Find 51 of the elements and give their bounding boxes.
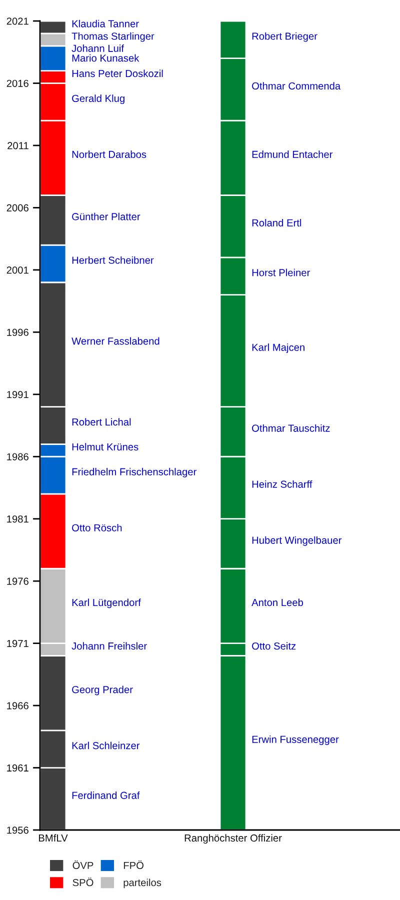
legend-label: SPÖ — [72, 878, 94, 886]
series-label: Heinz Scharff — [252, 480, 312, 488]
series-label: Robert Brieger — [252, 32, 318, 42]
y-tick-label: 1966 — [7, 702, 28, 710]
y-tick-label: 1976 — [7, 578, 28, 585]
y-tick-label: 1986 — [7, 453, 28, 460]
y-tick-label: 2006 — [6, 204, 28, 212]
series-label: Edmund Entacher — [252, 150, 333, 158]
legend-label: ÖVP — [72, 860, 94, 870]
series-label: Georg Prader — [72, 686, 133, 696]
series-label: Othmar Commenda — [252, 82, 341, 90]
series-label: Erwin Fussenegger — [252, 736, 339, 745]
series-label: Günther Platter — [72, 212, 140, 220]
legend-label: parteilos — [124, 878, 162, 888]
series-label: Karl Lütgendorf — [72, 598, 141, 608]
series-label: Roland Ertl — [252, 219, 302, 226]
series-label: Helmut Krünes — [72, 443, 138, 450]
y-tick-label: 1991 — [7, 390, 28, 398]
series-label: Ferdinand Graf — [72, 792, 140, 799]
series-label: Anton Leeb — [252, 598, 303, 606]
series-label: Friedhelm Frischenschlager — [72, 468, 196, 478]
series-label: Klaudia Tanner — [72, 20, 139, 28]
series-label: Otto Rösch — [72, 524, 122, 532]
series-label: Werner Fasslabend — [72, 337, 160, 345]
legend-label: FPÖ — [124, 860, 144, 870]
y-tick-label: 2016 — [6, 80, 28, 88]
y-tick-label: 1981 — [7, 515, 28, 523]
series-label: Robert Lichal — [72, 418, 131, 426]
y-tick-label: 2011 — [8, 142, 28, 150]
series-label: Otto Seitz — [252, 642, 296, 650]
series-label: Karl Majcen — [252, 343, 304, 353]
y-tick-label: 2021 — [6, 18, 28, 25]
series-label: Gerald Klug — [72, 94, 124, 104]
x-tick-label: Ranghöchster Offizier — [184, 834, 282, 844]
series-label: Othmar Tauschitz — [252, 424, 330, 432]
series-label: Herbert Scheibner — [72, 256, 154, 264]
y-tick-label: 1971 — [7, 640, 28, 648]
series-label: Norbert Darabos — [72, 150, 146, 158]
annotation: Johann Luif — [72, 44, 124, 52]
y-tick-label: 1956 — [7, 826, 28, 834]
series-label: Karl Schleinzer — [72, 742, 140, 750]
series-label: Thomas Starlinger — [72, 32, 154, 42]
x-tick-label: BMfLV — [38, 834, 68, 842]
series-label: Johann Freihsler — [72, 642, 147, 650]
y-tick-label: 2001 — [6, 266, 28, 274]
series-label: Horst Pleiner — [252, 268, 310, 276]
y-tick-label: 1961 — [7, 764, 28, 772]
series-label: Hans Peter Doskozil — [72, 70, 163, 78]
y-tick-label: 1996 — [7, 328, 28, 336]
series-label: Mario Kunasek — [72, 54, 140, 62]
series-label: Hubert Wingelbauer — [252, 536, 342, 546]
